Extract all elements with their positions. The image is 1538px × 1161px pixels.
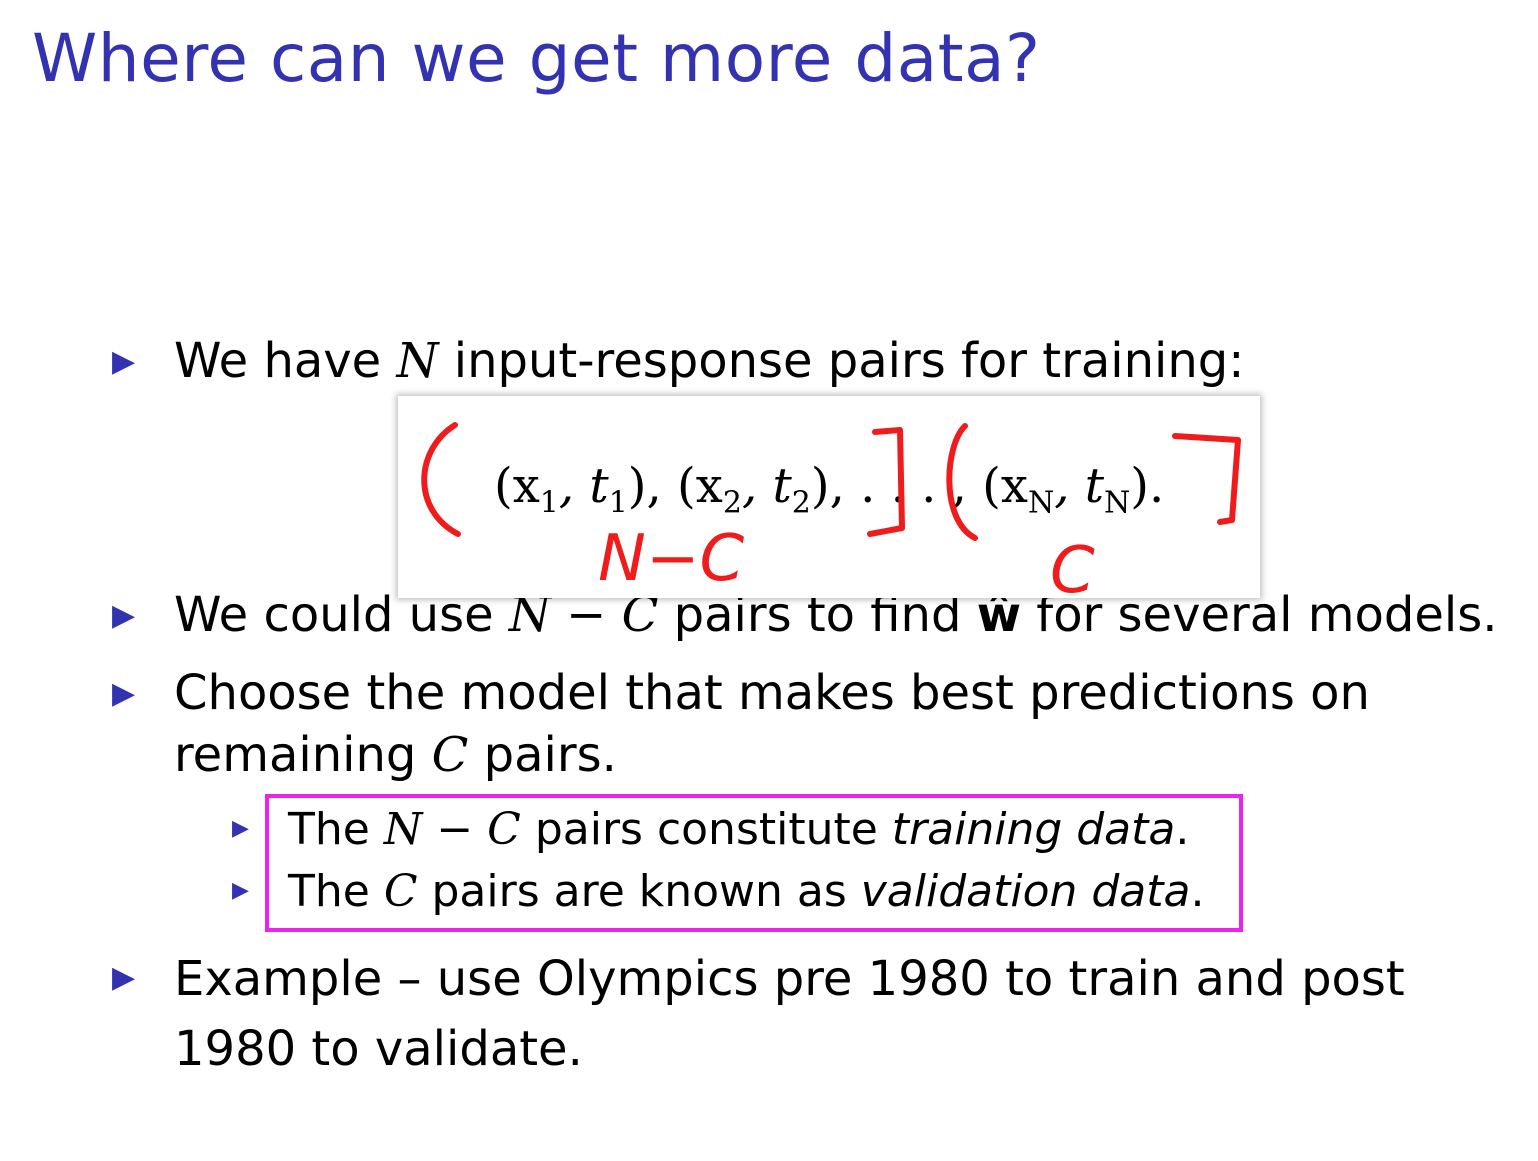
equation-box (398, 396, 1260, 598)
page-title: Where can we get more data? (32, 20, 1041, 97)
bullet-1: We have N input-response pairs for train… (174, 330, 1244, 392)
bullet-marker-4: ▶ (112, 960, 136, 995)
bullet-4: Example – use Olympics pre 1980 to train… (174, 944, 1405, 1084)
bullet-3-line-1: Choose the model that makes best predict… (174, 665, 1370, 721)
bullet-4-line-2: 1980 to validate. (174, 1021, 583, 1077)
sub-bullet-marker-1: ▶ (232, 816, 249, 841)
annotation-c: C (1050, 534, 1095, 608)
sub-bullet-2: The C pairs are known as validation data… (288, 866, 1205, 917)
bullet-4-line-1: Example – use Olympics pre 1980 to train… (174, 951, 1405, 1007)
annotation-n-minus-c: N−C (598, 522, 745, 596)
bullet-marker-2: ▶ (112, 598, 136, 633)
bullet-3-line-2: remaining C pairs. (174, 727, 617, 783)
bullet-1-text-a: We have (174, 333, 397, 389)
bullet-1-text-b: input-response pairs for training: (438, 333, 1245, 389)
sub-bullet-marker-2: ▶ (232, 878, 249, 903)
bullet-marker-3: ▶ (112, 676, 136, 711)
equation: (x1, t1), (x2, t2), . . . , (xN, tN). (494, 458, 1165, 521)
bullet-1-var: N (396, 333, 439, 389)
sub-bullet-1: The N − C pairs constitute training data… (288, 804, 1190, 855)
highlight-box (265, 794, 1243, 932)
bullet-marker-1: ▶ (112, 344, 136, 379)
bullet-3: Choose the model that makes best predict… (174, 662, 1370, 786)
